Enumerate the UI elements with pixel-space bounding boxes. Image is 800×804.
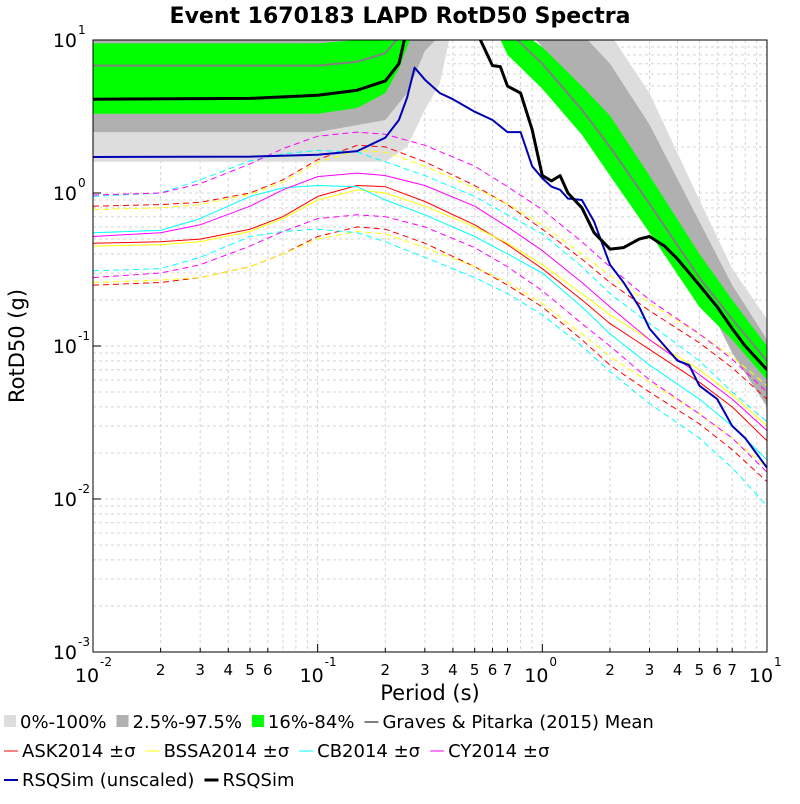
series-line-ask2014 [93,226,767,482]
series-line-ask2014 [93,144,767,400]
legend-label: ASK2014 ±σ [22,741,136,762]
legend-entry: BSSA2014 ±σ [145,741,290,762]
x-tick-exponent: -1 [325,655,337,669]
series-line-cy2014 [93,172,767,431]
y-tick-label: 10 [53,336,77,358]
x-minor-tick-label: 6 [488,661,498,679]
band-16-84- [93,40,767,380]
x-minor-tick-label: 6 [263,661,273,679]
legend-label: BSSA2014 ±σ [164,741,290,762]
x-minor-tick-label: 4 [223,661,233,679]
y-tick-exponent: 1 [78,23,86,37]
legend-entry: RSQSim (unscaled) [4,770,194,791]
x-tick-exponent: -2 [100,655,112,669]
legend-label: 2.5%-97.5% [133,712,242,733]
series-line-cy2014 [93,214,767,473]
legend-label: 0%-100% [20,712,107,733]
x-minor-tick-label: 5 [245,661,255,679]
x-minor-tick-label: 5 [695,661,705,679]
y-tick-label: 10 [53,183,77,205]
series-line-cb2014 [93,149,767,423]
series-line-cy2014 [93,131,767,393]
legend-label: RSQSim (unscaled) [22,770,194,791]
x-minor-tick-label: 3 [645,661,655,679]
x-tick-exponent: 0 [549,655,557,669]
legend-swatch [251,715,264,727]
series-line-bssa2014 [93,149,767,387]
legend-entry: 16%-84% [251,712,355,733]
x-minor-tick-label: 7 [503,661,513,679]
legend-entry: 0%-100% [4,712,107,733]
legend-entry: 2.5%-97.5% [116,712,242,733]
x-tick-exponent: 1 [774,655,782,669]
x-minor-tick-label: 2 [605,661,615,679]
x-axis-label: Period (s) [380,681,479,705]
y-tick-label: 10 [53,489,77,511]
plot-area [93,40,767,507]
x-tick-label: 10 [300,665,324,687]
legend-label: 16%-84% [268,712,355,733]
x-minor-tick-label: 7 [727,661,737,679]
legend-label: CY2014 ±σ [448,741,549,762]
x-minor-tick-label: 3 [420,661,430,679]
legend: 0%-100% 2.5%-97.5% 16%-84% Graves & Pitarka… [4,712,654,791]
legend-label: CB2014 ±σ [317,741,420,762]
x-minor-tick-label: 6 [712,661,722,679]
x-minor-tick-label: 3 [195,661,205,679]
x-minor-tick-label: 5 [470,661,480,679]
series-line-rsqsim-unscaled [93,66,767,469]
y-tick-label: 10 [53,642,77,664]
x-tick-label: 10 [749,665,773,687]
band-2-5-97-5- [93,40,767,407]
legend-label: RSQSim [222,770,294,791]
legend-entry: ASK2014 ±σ [4,741,136,762]
chart-title: Event 1670183 LAPD RotD50 Spectra [170,4,631,29]
legend-label: Graves & Pitarka (2015) Mean [382,712,653,733]
y-tick-exponent: 0 [78,176,86,190]
legend-swatch [4,715,16,727]
x-minor-tick-label: 2 [156,661,166,679]
x-tick-label: 10 [75,665,99,687]
series-line-rsqsim [93,40,767,371]
legend-entry: CB2014 ±σ [299,741,420,762]
x-minor-tick-label: 4 [673,661,683,679]
series-line-cb2014 [93,185,767,461]
x-tick-label: 10 [524,665,548,687]
x-minor-tick-label: 2 [381,661,391,679]
y-axis-label: RotD50 (g) [5,289,29,403]
legend-swatch [116,715,129,727]
legend-entry: RSQSim [204,770,295,791]
series-line-bssa2014 [93,189,767,427]
series-line-cb2014 [93,228,767,507]
legend-entry: CY2014 ±σ [430,741,549,762]
series-line-graves-pitarka-2015-mean [93,40,767,362]
y-tick-exponent: -1 [78,329,90,343]
y-tick-exponent: -3 [78,635,90,649]
legend-entry: Graves & Pitarka (2015) Mean [364,712,654,733]
series-line-bssa2014 [93,231,767,469]
series-line-ask2014 [93,185,767,442]
y-tick-label: 10 [53,30,77,52]
x-minor-tick-label: 4 [448,661,458,679]
y-tick-exponent: -2 [78,482,90,496]
